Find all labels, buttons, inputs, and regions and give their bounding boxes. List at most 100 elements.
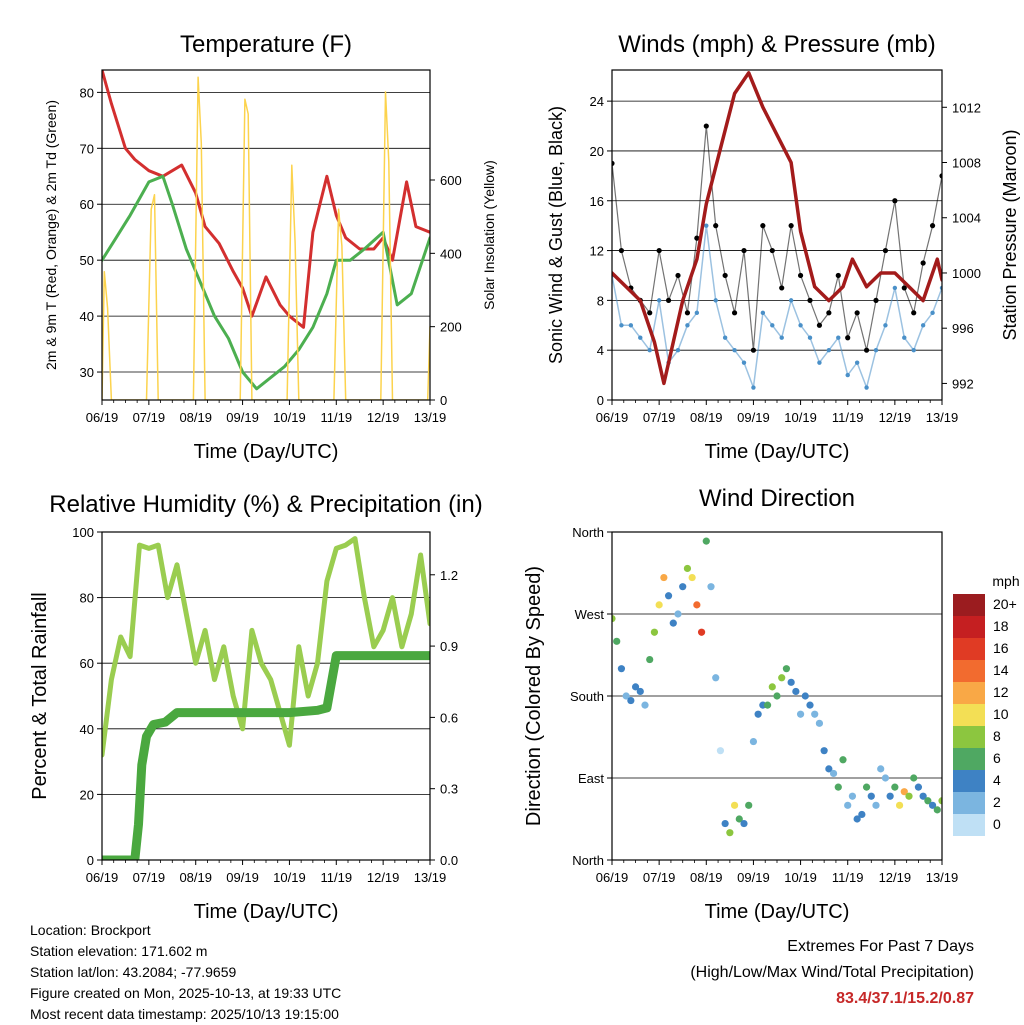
temperature-frame — [101, 69, 431, 401]
humidity-y2tick-label: 0.6 — [440, 710, 458, 725]
direction-point — [848, 792, 857, 800]
legend-swatch — [953, 814, 985, 836]
direction-point — [881, 774, 890, 782]
direction-ylabel: Direction (Colored By Speed) — [523, 566, 545, 826]
legend-swatch — [953, 682, 985, 704]
direction-plot-area — [612, 537, 942, 837]
temperature-y2label: Solar Insolation (Yellow) — [481, 160, 497, 310]
direction-point — [773, 692, 781, 700]
direction-point — [815, 719, 824, 727]
legend-label: 20+ — [993, 596, 1017, 612]
direction-frame — [611, 531, 943, 861]
direction-point — [872, 801, 880, 809]
temperature-y2tick-label: 200 — [440, 320, 462, 335]
temperature-ylabel: 2m & 9m T (Red, Orange) & 2m Td (Green) — [43, 100, 59, 370]
legend-swatch — [953, 770, 985, 792]
winds-frame — [611, 69, 943, 401]
humidity-plot-area — [102, 536, 430, 860]
direction-point — [801, 692, 809, 700]
humidity-ylabel: Percent & Total Rainfall — [29, 592, 51, 800]
temperature-y2tick-label: 600 — [440, 173, 462, 188]
direction-point — [612, 614, 616, 623]
direction-point — [839, 756, 847, 764]
recent-text: Most recent data timestamp: 2025/10/13 1… — [30, 1006, 339, 1022]
direction-point — [891, 783, 899, 791]
humidity-xtick-label: 09/19 — [226, 870, 259, 885]
direction-point — [749, 737, 758, 746]
direction-xtick-label: 12/19 — [879, 870, 912, 885]
winds-plot-area — [612, 71, 942, 390]
temperature-y2tick-label: 0 — [440, 393, 447, 408]
winds-gust-trace — [612, 125, 942, 351]
temperature-title: Temperature (F) — [180, 31, 352, 58]
direction-point — [933, 806, 941, 814]
legend-swatch — [953, 748, 985, 770]
direction-xlabel: Time (Day/UTC) — [705, 901, 850, 923]
winds-ytick-label: 12 — [590, 244, 604, 259]
elevation-text: Station elevation: 171.602 m — [30, 943, 208, 959]
created-text: Figure created on Mon, 2025-10-13, at 19… — [30, 985, 342, 1001]
legend-swatch — [953, 726, 985, 748]
direction-xtick-label: 07/19 — [643, 870, 676, 885]
humidity-ytick-label: 40 — [80, 722, 94, 737]
direction-point — [721, 819, 729, 828]
temperature-xtick-label: 11/19 — [320, 410, 352, 425]
temperature-ytick-label: 50 — [80, 253, 94, 268]
direction-xtick-label: 10/19 — [784, 870, 817, 885]
direction-point — [858, 810, 866, 819]
direction-xtick-label: 09/19 — [737, 870, 770, 885]
direction-point — [834, 783, 842, 791]
humidity-relative-humidity-line — [102, 536, 430, 758]
humidity-ytick-label: 100 — [72, 525, 94, 540]
station-info: Location: Brockport Station elevation: 1… — [30, 920, 341, 1025]
direction-point — [792, 687, 800, 696]
direction-ytick-label: East — [578, 771, 604, 786]
humidity-ytick-label: 60 — [80, 656, 94, 671]
humidity-ytick-label: 0 — [87, 853, 94, 868]
direction-xtick-label: 08/19 — [690, 870, 723, 885]
direction-point — [716, 747, 725, 755]
direction-point — [631, 683, 640, 691]
winds-y2label: Station Pressure (Maroon) — [1000, 129, 1020, 340]
temperature-xtick-label: 13/19 — [414, 410, 447, 425]
direction-point — [664, 592, 673, 600]
legend-swatch — [953, 660, 985, 682]
temperature-xtick-label: 12/19 — [367, 410, 400, 425]
temperature-ytick-label: 40 — [80, 309, 94, 324]
direction-point — [778, 674, 786, 682]
direction-ytick-label: North — [572, 853, 604, 868]
temperature-xtick-label: 07/19 — [133, 410, 166, 425]
direction-point — [730, 801, 739, 809]
winds-station-pressure-line — [612, 71, 942, 386]
direction-point — [726, 829, 734, 837]
direction-point — [641, 701, 649, 709]
direction-point — [853, 815, 861, 823]
winds-ylabel: Sonic Wind & Gust (Blue, Black) — [546, 106, 566, 364]
direction-ytick-label: North — [572, 525, 604, 540]
direction-ytick-label: West — [575, 607, 605, 622]
temperature-xtick-label: 10/19 — [273, 410, 306, 425]
direction-point — [613, 637, 621, 645]
temperature-plot-area — [102, 70, 430, 400]
temperature-xtick-label: 06/19 — [86, 410, 119, 425]
legend-label: 6 — [993, 750, 1001, 766]
direction-point — [702, 537, 710, 545]
direction-point — [655, 601, 663, 609]
winds-xtick-label: 08/19 — [690, 410, 723, 425]
legend-title: mph — [992, 573, 1019, 589]
humidity-xtick-label: 07/19 — [133, 870, 166, 885]
temperature-ytick-label: 30 — [80, 365, 94, 380]
winds-y2tick-label: 1000 — [952, 266, 981, 281]
direction-xtick-label: 13/19 — [926, 870, 959, 885]
legend-label: 12 — [993, 684, 1009, 700]
humidity-xtick-label: 10/19 — [273, 870, 306, 885]
winds-ytick-label: 8 — [597, 293, 604, 308]
direction-point — [735, 815, 743, 823]
temperature-2m-td-line — [102, 174, 430, 391]
direction-point — [650, 628, 659, 636]
winds-xlabel: Time (Day/UTC) — [705, 441, 850, 463]
direction-point — [829, 769, 838, 778]
latlon-text: Station lat/lon: 43.2084; -77.9659 — [30, 964, 237, 980]
direction-point — [910, 774, 918, 782]
